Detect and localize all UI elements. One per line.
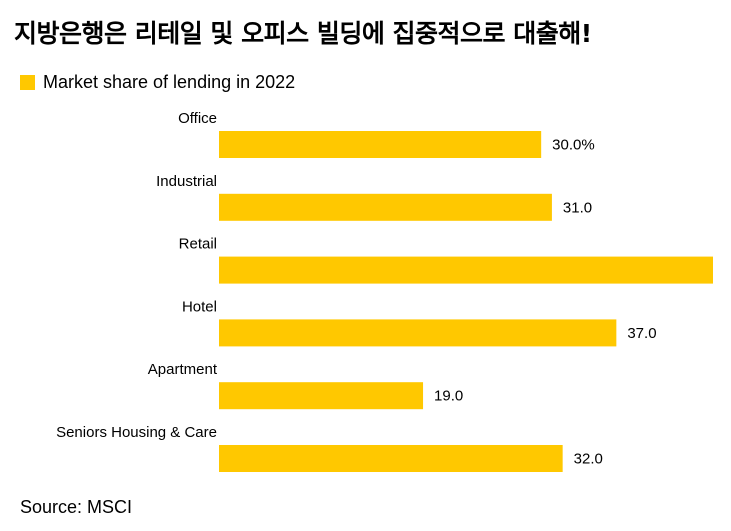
category-label: Industrial	[156, 173, 217, 190]
category-label: Retail	[179, 236, 217, 253]
value-label: 19.0	[434, 388, 463, 405]
value-label: 32.0	[574, 451, 603, 468]
legend-label: Market share of lending in 2022	[43, 72, 296, 92]
legend-swatch	[20, 75, 35, 90]
bar	[219, 319, 617, 347]
legend: Market share of lending in 2022	[20, 72, 295, 93]
value-label: 31.0	[563, 199, 592, 216]
value-label: 37.0	[627, 325, 656, 342]
bar	[219, 382, 424, 410]
category-label: Office	[178, 110, 217, 127]
bar	[219, 193, 552, 221]
category-label: Apartment	[148, 361, 218, 378]
value-label: 30.0%	[552, 137, 595, 154]
category-label: Seniors Housing & Care	[56, 424, 217, 441]
source-note: Source: MSCI	[20, 497, 133, 517]
category-label: Hotel	[182, 298, 217, 315]
bar	[219, 256, 713, 284]
bar	[219, 445, 563, 472]
bar	[219, 131, 542, 158]
chart-title: 지방은행은 리테일 및 오피스 빌딩에 집중적으로 대출해!	[14, 19, 592, 48]
